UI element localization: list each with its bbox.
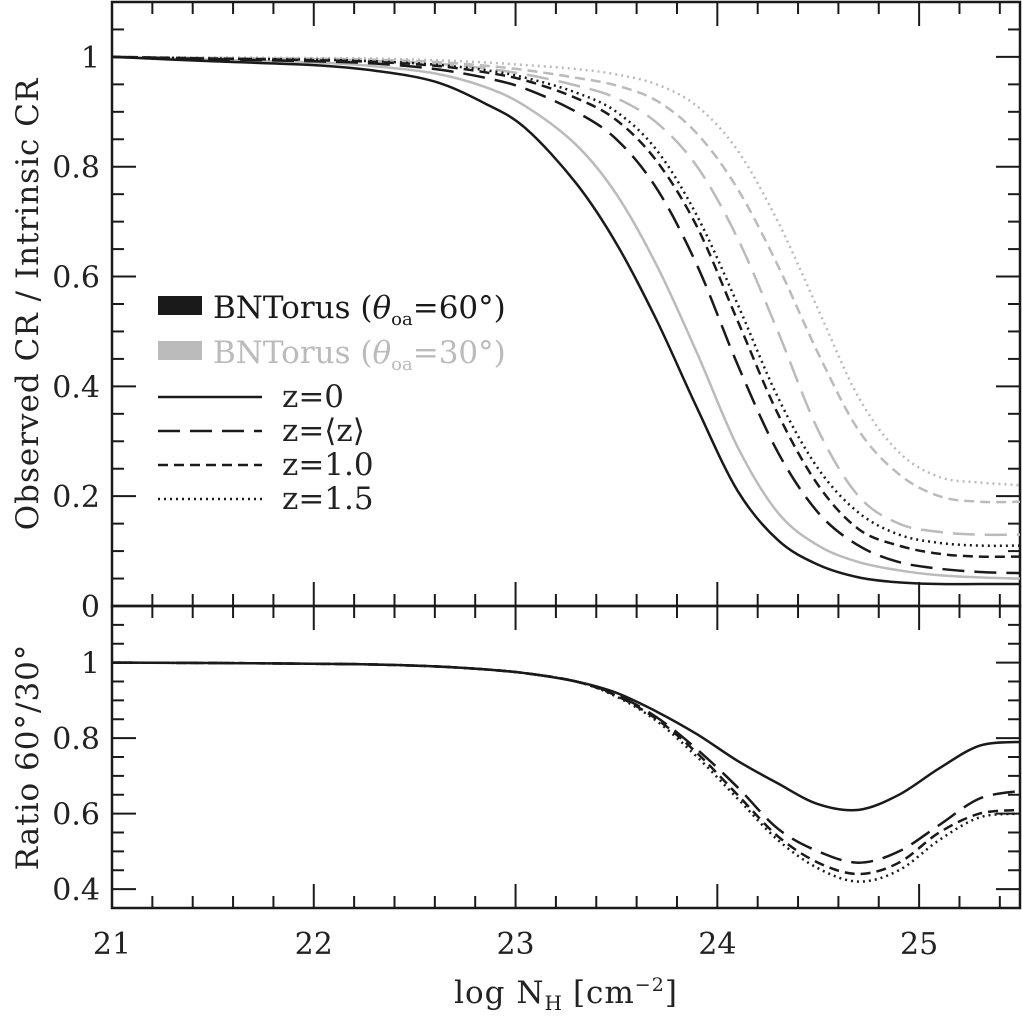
top-series-2: [111, 55, 1021, 504]
legend-label-60: BNTorus (θoa=60°): [213, 290, 506, 330]
legend-label-30-theta: θ: [372, 335, 391, 371]
legend-label-30-name: BNTorus (: [213, 335, 372, 371]
legend-label-zmean: z=⟨z⟩: [282, 413, 365, 449]
bottom-panel-frame: [110, 604, 1022, 910]
x-axis-title-unit: [cm: [573, 975, 635, 1011]
tick-marks: [111, 0, 1020, 908]
legend-swatch-60: [158, 296, 202, 315]
tick-labels: 21 22 23 24 25 0 0.2 0.4 0.6 0.8 1 0.4 0.6 0.8 1: [52, 41, 938, 962]
legend-label-60-theta: θ: [372, 290, 391, 326]
bottom-y-tick-label: 0.6: [52, 798, 100, 833]
legend-label-60-value: =60°): [413, 290, 506, 326]
bottom-y-axis-title: Ratio 60°/30°: [10, 644, 46, 871]
legend-label-60-sub: oa: [391, 309, 413, 330]
x-axis-title-main: log N: [454, 975, 544, 1011]
legend-label-30-value: =30°): [413, 335, 506, 371]
bottom-series-3: [111, 661, 1021, 883]
top-series-4: [111, 55, 1020, 586]
bottom-y-tick-label: 0.4: [52, 873, 100, 908]
top-panel-curves: [111, 55, 1021, 586]
x-tick-label: 21: [93, 927, 131, 962]
top-y-tick-label: 0.2: [52, 480, 100, 515]
top-series-5: [111, 55, 1021, 575]
legend-label-z15: z=1.5: [282, 481, 374, 517]
legend-label-z1: z=1.0: [282, 447, 374, 483]
top-y-tick-label: 0.6: [52, 261, 100, 296]
bottom-panel-curves: [111, 661, 1021, 883]
legend: BNTorus (θoa=60°) BNTorus (θoa=30°) z=0 …: [158, 290, 506, 517]
x-axis-title-sub: H: [544, 991, 562, 1015]
x-axis-title-unit-sup: −2: [635, 974, 665, 996]
legend-swatch-30: [158, 341, 202, 360]
top-y-axis-title: Observed CR / Intrinsic CR: [10, 77, 46, 530]
bottom-y-tick-label: 0.8: [52, 722, 100, 757]
bottom-series-1: [111, 661, 1021, 864]
legend-label-30-sub: oa: [391, 354, 413, 375]
legend-label-z0: z=0: [282, 379, 344, 415]
x-axis-title-unit-end: ]: [665, 975, 678, 1011]
top-y-tick-label: 0.4: [52, 370, 100, 405]
x-tick-label: 24: [698, 927, 736, 962]
x-tick-label: 22: [295, 927, 333, 962]
x-axis-title: log NH [cm−2]: [454, 974, 678, 1015]
top-y-tick-label: 0.8: [52, 151, 100, 186]
top-series-0: [111, 55, 1021, 580]
top-y-tick-label: 1: [81, 41, 100, 76]
legend-label-60-name: BNTorus (: [213, 290, 372, 326]
bottom-series-2: [111, 661, 1021, 876]
legend-label-30: BNTorus (θoa=30°): [213, 335, 506, 375]
bottom-series-0: [111, 661, 1021, 812]
top-y-tick-label: 0: [81, 590, 100, 625]
x-tick-label: 23: [496, 927, 534, 962]
top-series-3: [111, 55, 1021, 487]
top-series-6: [111, 55, 1021, 559]
bottom-y-tick-label: 1: [81, 647, 100, 682]
x-tick-label: 25: [900, 927, 938, 962]
